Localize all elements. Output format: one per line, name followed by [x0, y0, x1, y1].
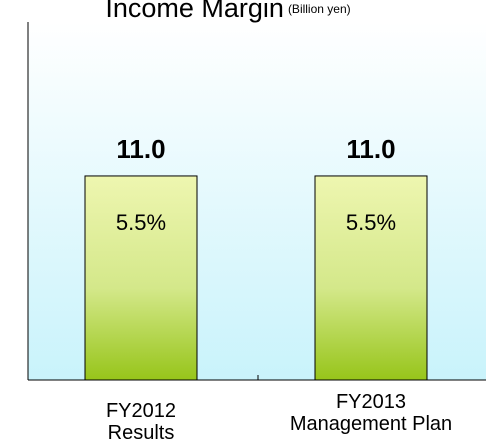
chart-title: Income Margin (Billion yen) — [105, 0, 350, 23]
margin-label: 5.5% — [116, 210, 166, 235]
x-tick-label-line: FY2013 — [336, 391, 406, 413]
x-tick-label-line: Results — [108, 422, 175, 443]
bar — [314, 175, 428, 381]
bar — [84, 175, 198, 381]
x-tick-label-line: FY2012 — [106, 400, 176, 422]
value-label: 11.0 — [116, 134, 165, 164]
subtitle: (Billion yen) — [288, 2, 351, 16]
x-tick-label: FY2012 Results — [106, 400, 176, 443]
margin-label: 5.5% — [346, 210, 396, 235]
value-label: 11.0 — [346, 134, 395, 164]
title: Income Margin — [105, 0, 284, 23]
x-tick-label-line: Management Plan — [290, 413, 452, 435]
x-tick-label: FY2013 Management Plan — [290, 391, 452, 435]
